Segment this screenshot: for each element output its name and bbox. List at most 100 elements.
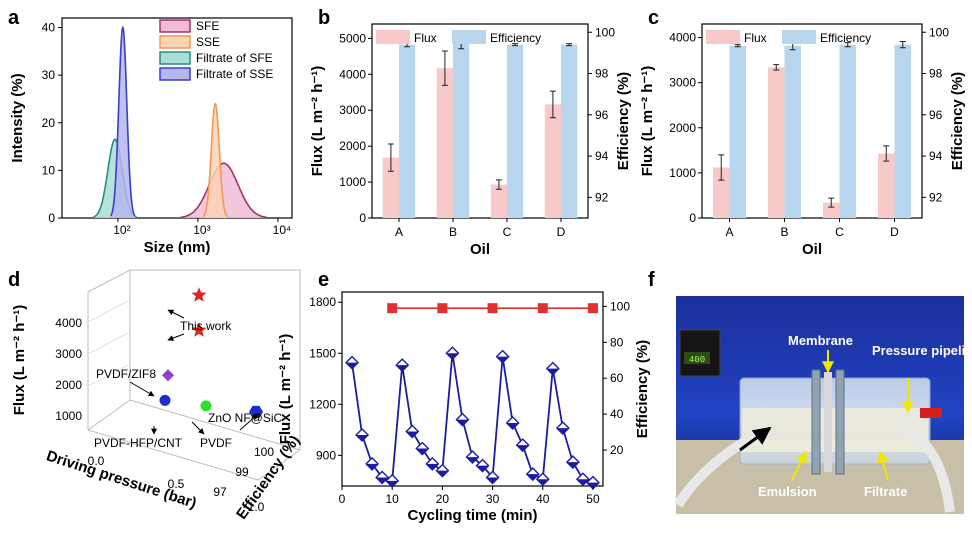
ytick-label: 1000 [669,166,696,180]
flux-point-fill [556,428,569,435]
flux-point-fill [426,463,439,470]
legend-label: SSE [196,35,220,49]
xtick-label: 10³ [193,223,210,237]
flux-point-fill [436,470,449,477]
xtick-label: C [835,225,844,239]
valve-red [920,408,942,418]
annotation-pvdf: PVDF [200,436,232,450]
efficiency-point [487,303,498,314]
ytick-label: 20 [42,116,56,130]
flux-point-fill [346,362,359,369]
y2tick-label: 60 [610,371,624,385]
flux-point-fill [416,448,429,455]
y2tick-label: 98 [929,67,943,81]
y2-axis-label: Efficiency (%) [949,72,966,170]
area-sfe [180,163,267,218]
flux-point-fill [396,365,409,372]
legend-swatch [159,35,191,49]
flux-bar [382,157,399,218]
ytick-label: 3000 [55,347,82,361]
legend-swatch [159,19,191,33]
flux-bar [544,104,561,218]
flux-point-fill [506,423,519,430]
y-axis-label: Flux (L m⁻² h⁻¹) [639,66,656,177]
ytick-label: 3000 [339,103,366,117]
flux-error-bar [495,179,502,190]
y2tick-label: 100 [929,25,949,39]
panel-e-cycling: 0 10 20 30 40 50 900 1200 1500 1800 20 40 60 80 100 Cyc… [277,291,651,524]
efficiency-bar [399,44,416,218]
panel-f-photo: 400 Membrane Pressure pipeline Emulsion … [673,296,972,514]
label-filtrate: Filtrate [864,484,907,499]
meter-reading: 400 [689,355,705,365]
xtick-label: 50 [586,492,600,506]
flux-point-fill [576,479,589,486]
y2tick-label: 40 [610,407,624,421]
efficiency-error-bar [566,43,573,47]
legend-swatch-efficiency [452,30,486,44]
flux-bar [768,67,785,218]
ytick-label: 1000 [339,175,366,189]
plot-frame [61,17,293,219]
flange-left [811,369,821,475]
xtick-label: D [557,225,566,239]
legend-swatch [159,51,191,65]
annotation-arrow [129,381,155,397]
panel-letter-f: f [648,269,655,291]
panel-letter-c: c [648,7,659,29]
y2tick-label: 20 [610,443,624,457]
y2tick-label: 96 [595,108,609,122]
label-membrane: Membrane [788,333,853,348]
flux-bar [490,184,507,218]
flux-point-fill [466,457,479,464]
arrow-flow [739,426,772,452]
efficiency-bar [784,45,801,218]
plot-frame [371,23,589,219]
ytick-label: 4000 [669,31,696,45]
y2-axis-label: Efficiency (%) [615,72,632,170]
ytick-label: 2000 [55,378,82,392]
efficiency-bar [839,44,856,218]
efficiency-bar [561,44,578,218]
grid-line [87,299,131,323]
ytick-label: 1800 [309,295,336,309]
flux-error-bar [387,143,394,172]
plot-frame [341,291,604,487]
flux-point-fill [516,445,529,452]
axis-box-edge [87,399,131,431]
x-axis-label: Oil [802,241,822,258]
xtick-label: 10² [113,223,130,237]
label-pressure: Pressure pipeline [872,343,972,358]
annotation-zno: ZnO NF@SiC [208,411,283,425]
axis-box-edge [257,449,301,481]
panel-letter-b: b [318,7,330,29]
axis-box-edge [87,269,131,293]
axis-box-edge [129,399,301,451]
y2-axis-label: Efficiency (%) [634,340,651,438]
ytick-label: 3000 [669,76,696,90]
y-axis-label: Intensity (%) [9,73,26,162]
legend-label-efficiency: Efficiency [820,31,871,45]
grid-line [87,363,131,387]
legend-swatch-flux [706,30,740,44]
point-star [191,287,207,302]
ytick-label: 1200 [309,397,336,411]
point-diamond [162,369,174,382]
ytick-label: 2000 [669,121,696,135]
panel-c-flux-efficiency: A B C D 0 1000 2000 3000 4000 92 94 96 98 100 Oil Flux … [639,23,966,258]
ytick-label: 900 [316,448,336,462]
annotation-arrow [167,333,185,341]
y2tick-label: 92 [595,190,609,204]
flux-error-bar [549,90,556,119]
ytick-label: 0 [689,211,696,225]
line-sfe [180,162,268,219]
y2tick-label: 98 [595,67,609,81]
y-axis-label: Flux (L m⁻² h⁻¹) [11,305,28,416]
flux-error-bar [718,154,725,181]
ytick-label: 4000 [55,316,82,330]
xtick-label: B [449,225,457,239]
meter-display [684,352,710,364]
annotation-this-work: This work [180,319,232,333]
annotation-arrow [239,413,259,431]
